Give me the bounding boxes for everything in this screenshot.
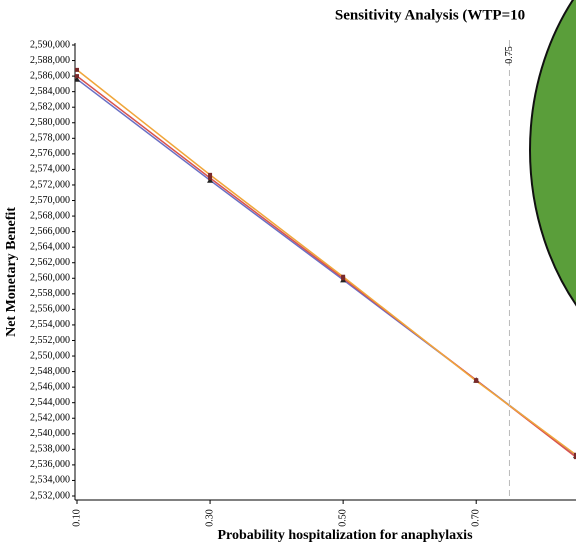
point-marker (75, 67, 79, 72)
y-tick-label: 2,584,000 (30, 86, 70, 97)
y-tick-label: 2,568,000 (30, 210, 70, 221)
point-marker (574, 455, 576, 460)
x-tick-label: 0.30 (204, 509, 215, 527)
x-tick-label: 0.50 (337, 509, 348, 527)
y-axis-title: Net Monetary Benefit (4, 207, 19, 337)
series-line (76, 69, 576, 456)
y-tick-label: 2,554,000 (30, 319, 70, 330)
y-tick-label: 2,566,000 (30, 226, 70, 237)
y-tick-label: 2,542,000 (30, 413, 70, 424)
y-tick-label: 2,572,000 (30, 179, 70, 190)
y-tick-label: 2,534,000 (30, 475, 70, 486)
y-tick-label: 2,564,000 (30, 241, 70, 252)
point-marker (574, 452, 576, 457)
y-tick-label: 2,586,000 (30, 70, 70, 81)
y-tick-label: 2,582,000 (30, 102, 70, 113)
y-tick-label: 2,556,000 (30, 304, 70, 315)
point-marker (341, 274, 346, 279)
overlay-ellipse (529, 0, 576, 307)
y-tick-label: 2,552,000 (30, 335, 70, 346)
y-tick-label: 2,558,000 (30, 288, 70, 299)
y-tick-label: 2,580,000 (30, 117, 70, 128)
y-tick-label: 2,590,000 (30, 39, 70, 50)
point-marker (208, 175, 213, 180)
y-tick-label: 2,538,000 (30, 444, 70, 455)
x-tick-label: 0.70 (470, 509, 481, 527)
y-tick-label: 2,544,000 (30, 397, 70, 408)
chart-title: Sensitivity Analysis (WTP=10 (335, 7, 525, 23)
reference-label: 0.75 (504, 46, 515, 64)
y-tick-label: 2,588,000 (30, 55, 70, 66)
x-tick-label: 0.10 (71, 509, 82, 527)
y-tick-label: 2,570,000 (30, 195, 70, 206)
y-tick-label: 2,548,000 (30, 366, 70, 377)
point-marker (75, 74, 79, 79)
x-axis-title: Probability hospitalization for anaphyla… (217, 528, 473, 543)
point-marker (207, 177, 214, 183)
y-tick-label: 2,540,000 (30, 428, 70, 439)
y-tick-label: 2,574,000 (30, 164, 70, 175)
y-tick-label: 2,550,000 (30, 350, 70, 361)
point-marker (474, 378, 479, 383)
y-tick-label: 2,576,000 (30, 148, 70, 159)
y-tick-label: 2,536,000 (30, 459, 70, 470)
plot-area (75, 67, 576, 460)
y-tick-label: 2,578,000 (30, 133, 70, 144)
y-tick-label: 2,532,000 (30, 490, 70, 501)
point-marker (208, 172, 213, 177)
y-tick-label: 2,546,000 (30, 381, 70, 392)
y-tick-label: 2,560,000 (30, 273, 70, 284)
y-tick-label: 2,562,000 (30, 257, 70, 268)
